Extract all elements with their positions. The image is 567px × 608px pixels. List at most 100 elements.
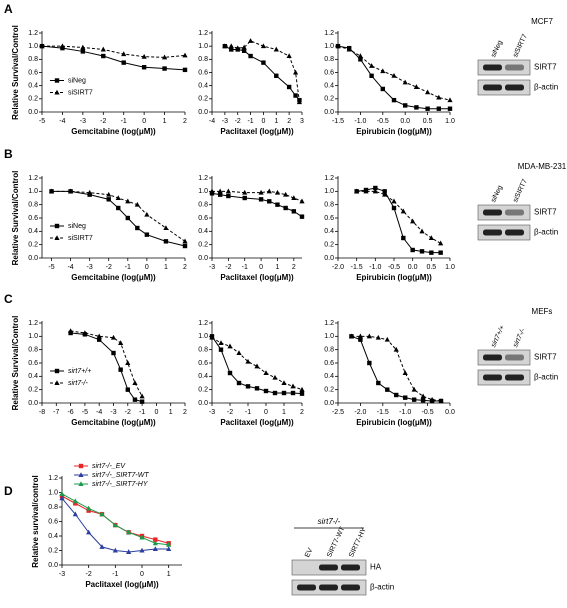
marker (266, 188, 272, 194)
marker (447, 97, 453, 103)
lane-label: siSIRT7 (512, 33, 529, 59)
marker (369, 63, 375, 68)
marker (97, 337, 102, 342)
y-tick-label: 1.0 (324, 188, 334, 195)
marker (420, 398, 426, 403)
marker (78, 463, 84, 469)
marker (260, 43, 267, 49)
blot-panel (477, 59, 531, 76)
x-tick-label: -2 (86, 571, 92, 578)
y-tick-label: 1.0 (28, 43, 38, 50)
x-tick-label: -4 (59, 118, 65, 125)
y-tick-label: 0.0 (198, 109, 208, 116)
marker (429, 396, 435, 402)
y-tick-label: 0.8 (28, 56, 38, 63)
y-tick-label: 1.2 (48, 475, 58, 482)
x-tick-label: -2 (100, 118, 106, 125)
blot-band (483, 229, 502, 236)
marker (299, 391, 305, 396)
marker (391, 72, 397, 78)
marker (245, 384, 251, 389)
marker (348, 333, 355, 339)
marker (447, 106, 453, 111)
marker (141, 65, 147, 70)
marker (296, 99, 303, 105)
marker (299, 198, 305, 204)
marker (299, 386, 305, 392)
blot-band (483, 354, 502, 361)
marker (54, 235, 60, 240)
blot-panel (477, 369, 531, 386)
marker (281, 380, 287, 385)
marker (112, 522, 118, 528)
marker (273, 46, 279, 52)
marker (166, 546, 172, 552)
marker (166, 541, 172, 547)
marker (126, 549, 132, 554)
fit-line (211, 337, 303, 391)
marker (248, 53, 253, 59)
x-tick-label: -8 (39, 409, 45, 416)
marker (403, 103, 408, 108)
row-label: HA (370, 563, 382, 572)
x-tick-label: 2 (292, 264, 296, 271)
marker (209, 334, 215, 340)
blot-panel (477, 349, 531, 366)
blot-title: MEFs (532, 307, 553, 316)
x-tick-label: -0.5 (377, 118, 389, 125)
blot-band (505, 229, 524, 236)
blot-band (341, 584, 360, 591)
blot-band (505, 209, 524, 216)
marker (101, 53, 106, 59)
y-tick-label: 0.4 (28, 83, 38, 90)
blot-panel (477, 224, 531, 241)
marker (111, 350, 116, 356)
x-tick-label: -1.0 (354, 118, 366, 125)
marker (121, 60, 126, 65)
y-tick-label: 0.0 (28, 109, 38, 116)
x-tick-label: -1.5 (377, 409, 389, 416)
marker (293, 93, 298, 98)
marker (384, 336, 390, 342)
marker (86, 529, 92, 535)
marker (96, 333, 102, 339)
x-axis-label: Paclitaxel (log(μM)) (220, 418, 294, 427)
row-label: SIRT7 (534, 353, 557, 362)
marker (281, 390, 287, 396)
y-tick-label: 0.8 (28, 347, 38, 354)
lane-label: sirt7+/+ (490, 324, 506, 348)
marker (292, 69, 299, 75)
marker (106, 191, 112, 197)
marker (263, 388, 269, 394)
y-tick-label: 0.4 (324, 228, 334, 235)
marker (152, 540, 158, 546)
marker (68, 188, 74, 194)
marker (86, 505, 92, 511)
y-tick-label: 0.2 (324, 96, 334, 103)
x-tick-label: -3 (222, 118, 228, 125)
blot-title: MCF7 (531, 17, 553, 26)
marker (267, 199, 272, 204)
y-tick-label: 0.4 (198, 228, 208, 235)
x-tick-label: -2 (227, 409, 233, 416)
y-axis-label: Relative Survival/Control (11, 316, 20, 411)
marker (261, 60, 266, 65)
marker (162, 66, 167, 71)
x-axis-label: Paclitaxel (log(μM)) (85, 580, 159, 589)
legend-label: sirt7-/-_SIRT7-HY (92, 481, 149, 488)
y-tick-label: 0.6 (28, 215, 38, 222)
x-tick-label: -3 (209, 264, 215, 271)
fit-line (337, 45, 451, 101)
legend-label: sirt7+/+ (68, 368, 91, 375)
blot-band (319, 584, 338, 591)
x-tick-label: -0.5 (422, 409, 434, 416)
legend-label: sirt7-/-_EV (92, 463, 126, 470)
marker (419, 249, 425, 254)
x-axis-label: Gemcitabine (log(μM)) (71, 127, 156, 136)
marker (59, 491, 65, 496)
fit-line (211, 192, 303, 218)
marker (227, 370, 233, 376)
marker (100, 46, 106, 52)
x-tick-label: -1.0 (369, 264, 381, 271)
